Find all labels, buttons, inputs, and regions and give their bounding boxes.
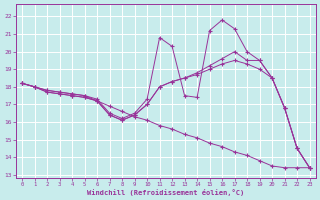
- X-axis label: Windchill (Refroidissement éolien,°C): Windchill (Refroidissement éolien,°C): [87, 189, 244, 196]
